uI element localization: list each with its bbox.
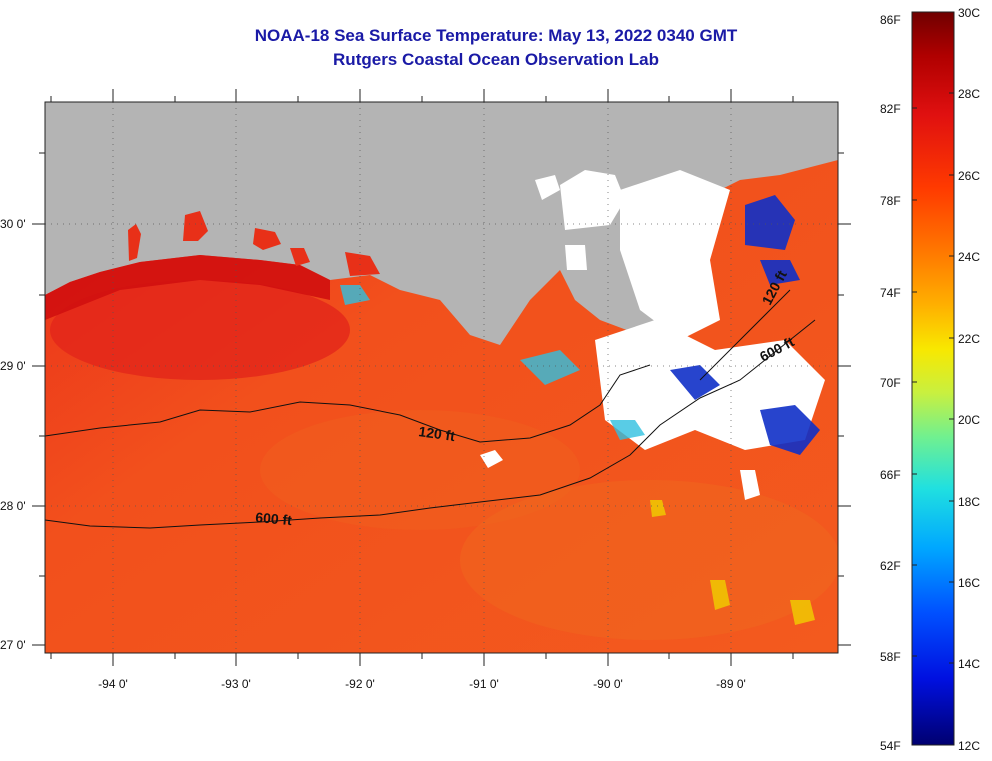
y-tick-label: 28 0' <box>0 499 26 513</box>
contour-label-600ft: 600 ft <box>255 509 293 528</box>
colorbar-f-label: 74F <box>880 286 901 300</box>
x-tick-label: -93 0' <box>221 677 251 691</box>
colorbar-c-label: 22C <box>958 332 981 346</box>
x-tick-label: -90 0' <box>593 677 623 691</box>
colorbar-f-label: 78F <box>880 194 901 208</box>
colorbar-c-label: 24C <box>958 250 981 264</box>
colorbar-c-label: 26C <box>958 169 981 183</box>
x-tick-label: -91 0' <box>469 677 499 691</box>
map-frame <box>44 101 839 654</box>
colorbar-f-label: 66F <box>880 468 901 482</box>
isobath-600ft <box>45 319 816 529</box>
colorbar-f-label: 54F <box>880 739 901 753</box>
colorbar-c-label: 28C <box>958 87 981 101</box>
x-tick-label: -92 0' <box>345 677 375 691</box>
contour-label-120ft: 120 ft <box>418 423 457 444</box>
colorbar-c-label: 16C <box>958 576 981 590</box>
colorbar-c-label: 30C <box>958 6 981 20</box>
y-tick-label: 27 0' <box>0 638 26 652</box>
colorbar-c-label: 18C <box>958 495 981 509</box>
colorbar-c-label: 14C <box>958 657 981 671</box>
isobath-120ft <box>45 364 651 443</box>
colorbar-f-label: 82F <box>880 102 901 116</box>
map-area <box>45 102 838 653</box>
map-subtitle: Rutgers Coastal Ocean Observation Lab <box>333 50 659 69</box>
y-tick-label: 30 0' <box>0 217 26 231</box>
y-tick-label: 29 0' <box>0 359 26 373</box>
colorbar-c-label: 20C <box>958 413 981 427</box>
colorbar-f-label: 62F <box>880 559 901 573</box>
colorbar-f-label: 58F <box>880 650 901 664</box>
colorbar-f-label: 70F <box>880 376 901 390</box>
map-title: NOAA-18 Sea Surface Temperature: May 13,… <box>254 26 738 45</box>
colorbar <box>911 11 955 746</box>
colorbar-c-label: 12C <box>958 739 981 753</box>
x-tick-label: -94 0' <box>98 677 128 691</box>
colorbar-f-label: 86F <box>880 13 901 27</box>
x-tick-label: -89 0' <box>716 677 746 691</box>
